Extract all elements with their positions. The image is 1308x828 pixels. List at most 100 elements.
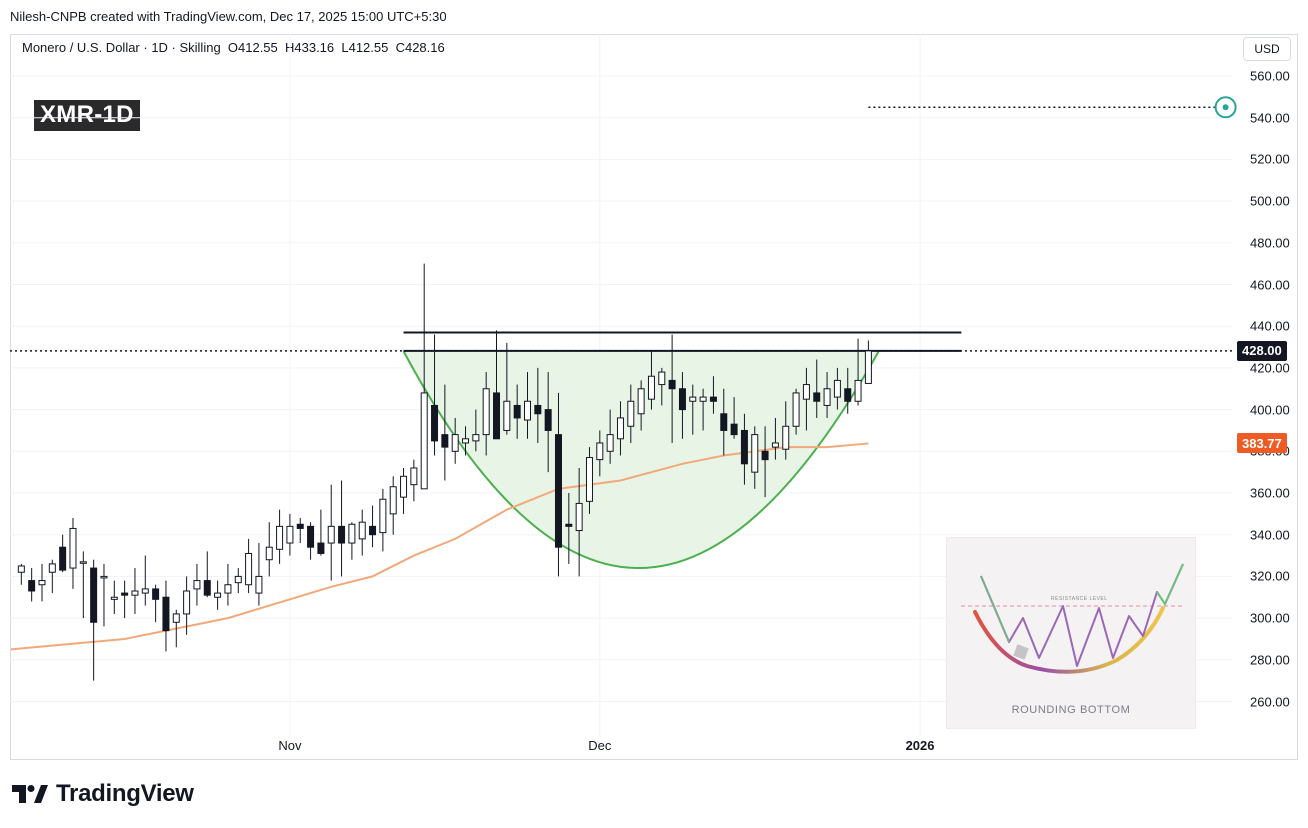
- price-tick-label: 480.00: [1250, 235, 1290, 251]
- moving-average-badge: 383.77: [1237, 433, 1287, 454]
- candle-bullish: [575, 502, 583, 532]
- candle-bearish: [720, 413, 728, 431]
- candle-bullish: [472, 434, 480, 442]
- last-price-badge: 428.00: [1237, 340, 1287, 361]
- candle-bullish: [400, 475, 408, 498]
- candle-bullish: [689, 396, 697, 402]
- time-tick-label: Nov: [278, 738, 302, 753]
- candle-bearish: [730, 423, 738, 436]
- candle-bearish: [740, 429, 748, 465]
- candle-bearish: [513, 404, 521, 419]
- candle-bearish: [668, 379, 676, 390]
- candle-bullish: [17, 565, 25, 573]
- candle-bullish: [658, 371, 666, 386]
- tradingview-mark-icon: [12, 785, 48, 803]
- tradingview-logo[interactable]: TradingView: [12, 780, 194, 808]
- price-tick-label: 360.00: [1250, 485, 1290, 501]
- candle-bearish: [441, 434, 449, 448]
- candle-bearish: [554, 434, 562, 548]
- time-tick-label: 2026: [905, 738, 935, 753]
- price-tick-label: 500.00: [1250, 193, 1290, 209]
- candle-bearish: [431, 404, 439, 442]
- rounding-bottom-curve: [402, 350, 880, 569]
- candle-bullish: [751, 434, 759, 473]
- candle-bullish: [100, 575, 108, 579]
- candle-bearish: [813, 392, 821, 402]
- candle-bullish: [699, 396, 707, 402]
- price-tick-label: 440.00: [1250, 318, 1290, 334]
- candle-bullish: [255, 575, 263, 594]
- currency-button[interactable]: USD: [1243, 37, 1291, 61]
- price-tick-label: 260.00: [1250, 694, 1290, 709]
- inset-resistance-label: RESISTANCE LEVEL: [1051, 596, 1108, 602]
- candle-bullish: [647, 375, 655, 400]
- price-tick-label: 280.00: [1250, 652, 1290, 668]
- candle-bearish: [493, 392, 501, 440]
- candle-bullish: [482, 388, 490, 436]
- rounding-bottom-fill: [403, 351, 879, 569]
- candle-bullish: [451, 434, 459, 452]
- candle-bullish: [389, 486, 397, 515]
- candle-bullish: [782, 425, 790, 450]
- price-tick-label: 520.00: [1250, 151, 1290, 167]
- candle-bullish: [348, 523, 356, 544]
- candle-bearish: [544, 409, 552, 431]
- candle-bearish: [565, 523, 573, 527]
- candle-bearish: [121, 592, 129, 596]
- candle-bullish: [379, 498, 387, 534]
- candle-bullish: [802, 384, 810, 400]
- candle-bearish: [709, 396, 717, 402]
- candle-bullish: [358, 521, 366, 540]
- candle-bearish: [369, 525, 377, 536]
- candle-bullish: [234, 575, 242, 584]
- candle-bullish: [214, 592, 222, 598]
- candle-bullish: [792, 392, 800, 427]
- candle-bearish: [761, 450, 769, 461]
- inset-title: ROUNDING BOTTOM: [1011, 704, 1131, 716]
- candle-bullish: [183, 590, 191, 615]
- candle-bearish: [162, 596, 170, 632]
- candle-bullish: [771, 442, 779, 448]
- candle-bullish: [627, 400, 635, 427]
- candle-bullish: [141, 588, 149, 594]
- ticker-badge: XMR-1D: [34, 100, 140, 131]
- candle-bearish: [844, 388, 852, 402]
- rounding-bottom-illustration: RESISTANCE LEVEL ROUNDING BOTTOM: [946, 537, 1196, 729]
- inset-arrow-icon: [1013, 644, 1029, 660]
- candle-bullish: [833, 379, 841, 398]
- candle-bearish: [307, 525, 315, 548]
- candle-bearish: [338, 525, 346, 544]
- candle-bearish: [317, 542, 325, 554]
- candle-bearish: [203, 580, 211, 596]
- candle-bullish: [79, 561, 87, 564]
- candle-bearish: [28, 580, 36, 592]
- candle-bearish: [90, 567, 98, 623]
- candle-bullish: [462, 438, 470, 444]
- price-tick-label: 460.00: [1250, 277, 1290, 292]
- candle-bullish: [69, 527, 77, 569]
- candle-bullish: [172, 613, 180, 623]
- price-tick-label: 560.00: [1250, 68, 1290, 84]
- candle-bullish: [606, 434, 614, 452]
- candle-bullish: [245, 552, 253, 586]
- candle-bullish: [854, 379, 862, 402]
- author-credit: Nilesh-CNPB created with TradingView.com…: [10, 9, 447, 24]
- candle-bullish: [224, 584, 232, 594]
- candle-bearish: [678, 388, 686, 411]
- candle-bullish: [503, 400, 511, 431]
- price-tick-label: 420.00: [1250, 360, 1290, 376]
- candle-bullish: [110, 596, 118, 600]
- candle-bearish: [534, 404, 542, 415]
- price-tick-label: 340.00: [1250, 527, 1290, 543]
- price-tick-label: 400.00: [1250, 402, 1290, 418]
- price-tick-label: 320.00: [1250, 568, 1290, 584]
- candle-bullish: [524, 400, 531, 421]
- candle-bullish: [823, 388, 831, 406]
- target-marker-dot: [1222, 104, 1229, 111]
- symbol-legend[interactable]: Monero / U.S. Dollar · 1D · Skilling O41…: [22, 40, 445, 55]
- candle-bullish: [410, 467, 418, 486]
- candle-bullish: [131, 590, 139, 596]
- candle-bullish: [193, 580, 201, 590]
- candle-bullish: [616, 417, 624, 440]
